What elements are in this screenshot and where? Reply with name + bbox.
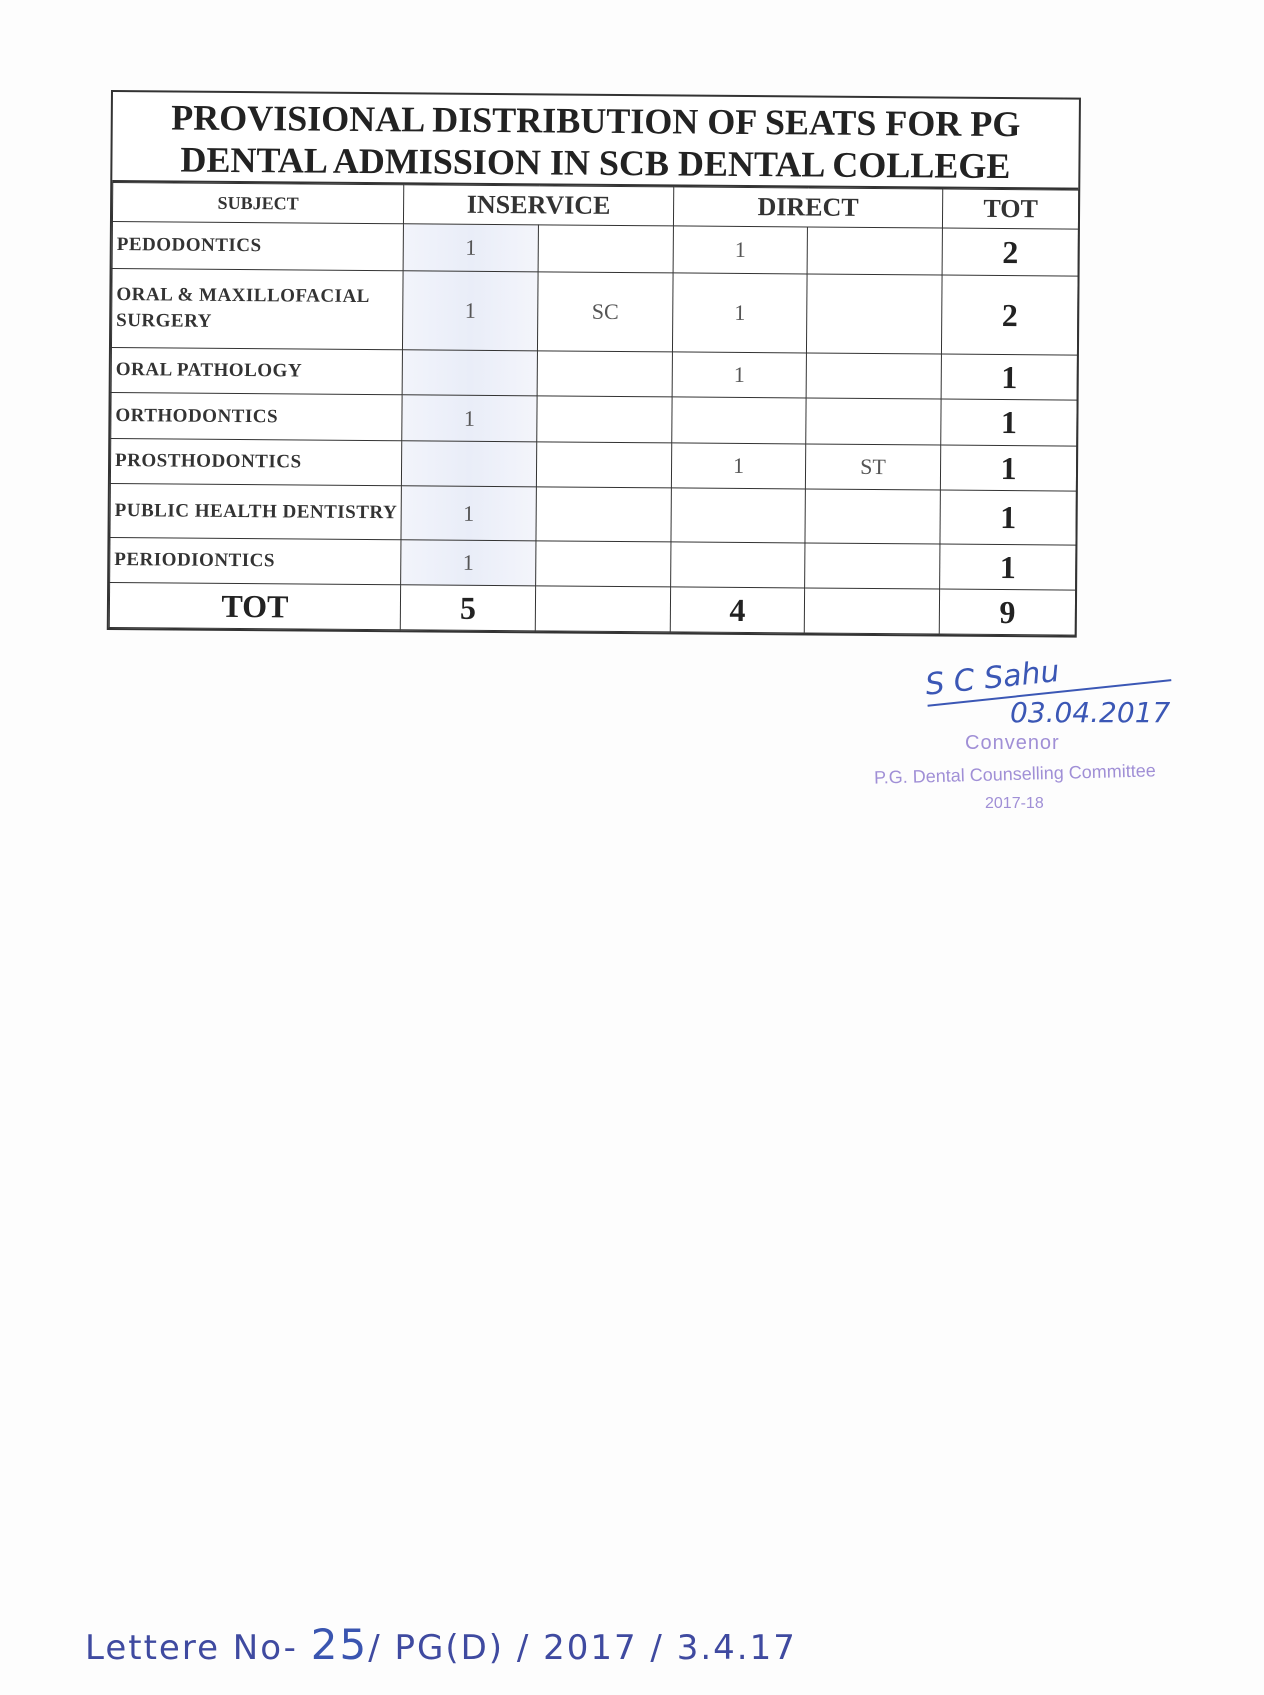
subject-cell: PUBLIC HEALTH DENTISTRY: [109, 483, 402, 540]
direct-cell: 1: [673, 225, 808, 274]
direct-cell: [670, 487, 806, 543]
direct-category-cell: [807, 226, 943, 276]
direct-cell: 1: [672, 351, 807, 398]
direct-cell: [671, 396, 807, 444]
subject-cell: ORAL & MAXILLOFACIAL SURGERY: [111, 268, 404, 350]
inservice-category-cell: [535, 486, 672, 542]
signature: S C Sahu 03.04.2017: [923, 642, 1172, 729]
tot-cell: 1: [939, 490, 1077, 546]
stamp-line2: P.G. Dental Counselling Committee: [873, 760, 1157, 788]
tot-cell: 2: [942, 228, 1079, 277]
table-title: PROVISIONAL DISTRIBUTION OF SEATS FOR PG…: [112, 92, 1079, 190]
letter-number: Lettere No- 25/ PG(D) / 2017 / 3.4.17: [85, 1620, 797, 1669]
letter-suffix: / PG(D) / 2017 / 3.4.17: [368, 1628, 797, 1668]
direct-category-cell: [806, 352, 942, 400]
header-subject: SUBJECT: [112, 182, 404, 224]
header-direct: DIRECT: [673, 186, 943, 229]
table-row: PUBLIC HEALTH DENTISTRY 1 1: [109, 483, 1077, 546]
inservice-category-cell: [538, 224, 674, 273]
total-direct-cat: [804, 587, 940, 635]
table-row: PROSTHODONTICS 1 ST 1: [110, 438, 1077, 492]
table-row: PEDODONTICS 1 1 2: [112, 221, 1079, 277]
direct-category-cell: [805, 397, 942, 446]
inservice-category-cell: [535, 540, 671, 587]
header-tot: TOT: [942, 189, 1079, 230]
inservice-cell: [401, 440, 537, 487]
tot-cell: 1: [941, 354, 1078, 401]
inservice-category-cell: [537, 350, 673, 397]
table-row: ORAL PATHOLOGY 1 1: [111, 347, 1078, 401]
inservice-cell: 1: [402, 270, 539, 351]
direct-cell: 1: [671, 442, 806, 489]
subject-cell: PERIODIONTICS: [109, 537, 401, 585]
inservice-cell: 1: [400, 485, 537, 541]
subject-cell: PROSTHODONTICS: [110, 438, 402, 486]
tot-cell: 1: [939, 544, 1076, 591]
direct-category-cell: [806, 273, 943, 355]
inservice-cell: [402, 349, 538, 396]
inservice-category-cell: [536, 395, 673, 443]
inservice-cell: 1: [403, 223, 539, 272]
direct-category-cell: [804, 488, 941, 545]
direct-cell: 1: [672, 272, 808, 353]
subject-cell: ORTHODONTICS: [110, 392, 403, 441]
seat-distribution-table: PROVISIONAL DISTRIBUTION OF SEATS FOR PG…: [106, 90, 1081, 638]
direct-category-cell: [804, 542, 940, 590]
total-direct: 4: [670, 586, 805, 633]
total-row: TOT 5 4 9: [109, 582, 1076, 636]
total-inservice-cat: [535, 585, 671, 632]
inservice-category-cell: [536, 441, 672, 488]
header-inservice: INSERVICE: [403, 184, 674, 226]
table-row: ORTHODONTICS 1 1: [110, 392, 1078, 447]
subject-cell: ORAL PATHOLOGY: [111, 347, 403, 395]
total-inservice: 5: [400, 584, 536, 631]
letter-prefix: Lettere No-: [85, 1628, 298, 1668]
letter-num: 25: [310, 1620, 369, 1669]
total-label: TOT: [109, 582, 401, 630]
inservice-category-cell: SC: [537, 271, 674, 352]
table-row: PERIODIONTICS 1 1: [109, 537, 1076, 591]
table-row: ORAL & MAXILLOFACIAL SURGERY 1 SC 1 2: [111, 268, 1079, 356]
tot-cell: 2: [941, 275, 1079, 356]
direct-category-cell: ST: [805, 443, 941, 491]
tot-cell: 1: [940, 445, 1077, 492]
stamp-line3: 2017-18: [985, 795, 1044, 812]
inservice-cell: 1: [400, 539, 536, 586]
direct-cell: [670, 541, 805, 588]
signature-date: 03.04.2017: [1010, 696, 1171, 729]
stamp-line1: Convenor: [965, 732, 1060, 754]
tot-cell: 1: [940, 399, 1078, 447]
total-tot: 9: [939, 589, 1076, 636]
inservice-cell: 1: [401, 394, 538, 442]
subject-cell: PEDODONTICS: [112, 221, 404, 271]
